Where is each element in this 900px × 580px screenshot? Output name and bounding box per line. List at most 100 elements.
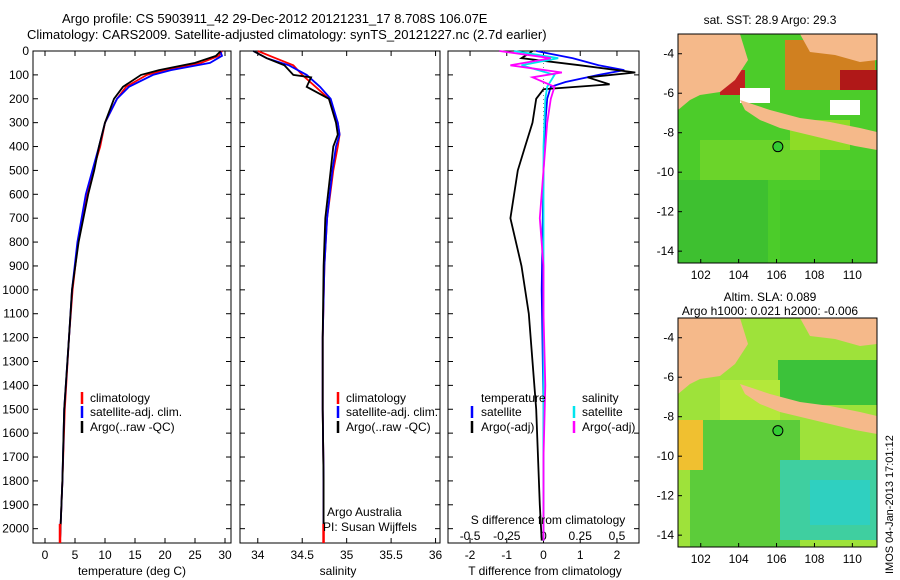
map-y-tick-label: -8 xyxy=(663,410,674,424)
y-tick-label: 1100 xyxy=(3,307,29,321)
map-y-tick-label: -10 xyxy=(657,449,675,463)
map-y-tick-label: -4 xyxy=(663,47,674,61)
legend-temp-satellite-label: satellite xyxy=(481,405,522,419)
map-x-tick-label: 102 xyxy=(691,268,711,282)
java-landmass xyxy=(740,384,877,434)
y-tick-label: 0 xyxy=(22,44,29,58)
difference-axis-label: T difference from climatology xyxy=(468,564,622,578)
credit-org: Argo Australia xyxy=(327,505,402,519)
x-tick-label: 34.5 xyxy=(291,548,315,562)
salinity-chart: 34 34.5 35 35.5 36 salinity climatology sate… xyxy=(239,50,443,578)
x-tick-label: 2 xyxy=(614,548,621,562)
map-y-tick-label: -10 xyxy=(657,165,675,179)
sst-warm-patch xyxy=(840,70,877,90)
difference-sal-satellite-line xyxy=(513,50,559,541)
legend-temp-argo-label: Argo(-adj) xyxy=(481,420,534,434)
imos-footer: IMOS 04-Jan-2013 17:01:12 xyxy=(884,435,896,574)
y-tick-label: 1600 xyxy=(2,426,29,440)
x-tick-label: 20 xyxy=(158,548,172,562)
temperature-legend: climatology satellite-adj. clim. Argo(..… xyxy=(80,391,182,434)
x-tick-label: 5 xyxy=(72,548,79,562)
x-tick-label: -1 xyxy=(501,548,512,562)
y-tick-label: 1500 xyxy=(2,402,29,416)
argo-float-marker xyxy=(772,141,784,153)
legend-argo-label: Argo(..raw -QC) xyxy=(90,420,175,434)
temperature-chart: 0 5 10 15 20 25 30 0 100 200 300 400 500 600 700 800 90… xyxy=(2,44,232,578)
sst-warm-patch xyxy=(830,100,860,115)
y-tick-label: 1300 xyxy=(2,354,29,368)
legend-climatology-label: climatology xyxy=(90,391,150,405)
x-tick-label: 34 xyxy=(251,548,265,562)
sumatra-landmass xyxy=(678,34,748,110)
map-y-tick-label: -8 xyxy=(663,126,674,140)
figure-title-line1: Argo profile: CS 5903911_42 29-Dec-2012 … xyxy=(62,11,488,26)
x-tick-label: 35.5 xyxy=(379,548,403,562)
map-x-tick-label: 110 xyxy=(843,552,862,566)
map-x-tick-label: 108 xyxy=(804,552,824,566)
legend-satellite-label: satellite-adj. clim. xyxy=(90,405,182,419)
temperature-argo-line xyxy=(59,50,222,541)
sst-map-title: sat. SST: 28.9 Argo: 29.3 xyxy=(704,13,837,27)
x-tick-label: 1 xyxy=(577,548,584,562)
map-x-tick-label: 106 xyxy=(767,552,787,566)
java-landmass xyxy=(740,100,877,150)
salinity-axis-label: salinity xyxy=(320,564,357,578)
map-x-tick-label: 104 xyxy=(729,268,749,282)
difference-temp-argo-line xyxy=(509,50,636,541)
salinity-argo-line xyxy=(252,50,339,541)
temperature-axis-label: temperature (deg C) xyxy=(78,564,186,578)
sla-sea-patch xyxy=(778,360,877,405)
map-y-tick-label: -12 xyxy=(657,489,675,503)
sst-map: sat. SST: 28.9 Argo: 29.3 102 104 106 108 11… xyxy=(657,13,878,282)
map-x-tick-label: 106 xyxy=(767,268,787,282)
sla-map: Altim. SLA: 0.089 Argo h1000: 0.021 h200… xyxy=(657,290,878,566)
y-tick-label: 1900 xyxy=(2,498,29,512)
map-y-tick-label: -6 xyxy=(663,370,674,384)
sst-map-frame xyxy=(677,33,878,264)
y-tick-label: 500 xyxy=(9,163,29,177)
argo-float-marker xyxy=(772,425,784,437)
legend-climatology-label: climatology xyxy=(346,391,406,405)
y-tick-label: 300 xyxy=(9,116,29,130)
legend-satellite-label: satellite-adj. clim. xyxy=(346,405,438,419)
s-tick-label: 0.5 xyxy=(609,529,626,543)
y-tick-label: 600 xyxy=(9,187,29,201)
x-tick-label: 35 xyxy=(340,548,354,562)
y-tick-label: 400 xyxy=(9,140,29,154)
salinity-legend: climatology satellite-adj. clim. Argo(..… xyxy=(336,391,438,434)
y-tick-label: 100 xyxy=(9,68,29,82)
map-x-tick-label: 104 xyxy=(729,552,749,566)
difference-legend: temperature satellite Argo(-adj) salinit… xyxy=(470,391,635,434)
y-tick-label: 200 xyxy=(9,92,29,106)
legend-temperature-title: temperature xyxy=(481,391,546,405)
figure-title-line2: Climatology: CARS2009. Satellite-adjuste… xyxy=(27,27,547,42)
credit-pi: PI: Susan Wijffels xyxy=(323,520,417,534)
x-tick-label: 15 xyxy=(128,548,142,562)
map-x-tick-label: 102 xyxy=(691,552,711,566)
map-y-tick-label: -14 xyxy=(657,244,675,258)
sst-sea-patch xyxy=(780,190,877,263)
borneo-landmass xyxy=(800,318,877,346)
y-tick-label: 700 xyxy=(9,211,29,225)
map-y-tick-label: -14 xyxy=(657,528,675,542)
legend-argo-label: Argo(..raw -QC) xyxy=(346,420,431,434)
sst-warm-patch xyxy=(740,88,770,103)
map-x-tick-label: 110 xyxy=(843,268,862,282)
map-y-tick-label: -12 xyxy=(657,205,675,219)
x-tick-label: 0 xyxy=(42,548,49,562)
sla-map-title: Altim. SLA: 0.089 xyxy=(724,290,817,304)
y-tick-label: 2000 xyxy=(2,522,29,536)
map-y-tick-label: -6 xyxy=(663,86,674,100)
sumatra-landmass xyxy=(678,318,748,394)
y-tick-label: 900 xyxy=(9,259,29,273)
x-tick-label: -2 xyxy=(465,548,476,562)
sla-map-frame xyxy=(677,317,878,548)
x-tick-label: 30 xyxy=(218,548,232,562)
salinity-plot-frame xyxy=(239,50,441,544)
s-tick-label: 0.25 xyxy=(569,529,593,543)
y-tick-label: 1400 xyxy=(2,378,29,392)
sla-sea-patch xyxy=(678,420,703,470)
sla-sea-patch xyxy=(810,480,870,525)
s-tick-label: -0.25 xyxy=(493,529,521,543)
